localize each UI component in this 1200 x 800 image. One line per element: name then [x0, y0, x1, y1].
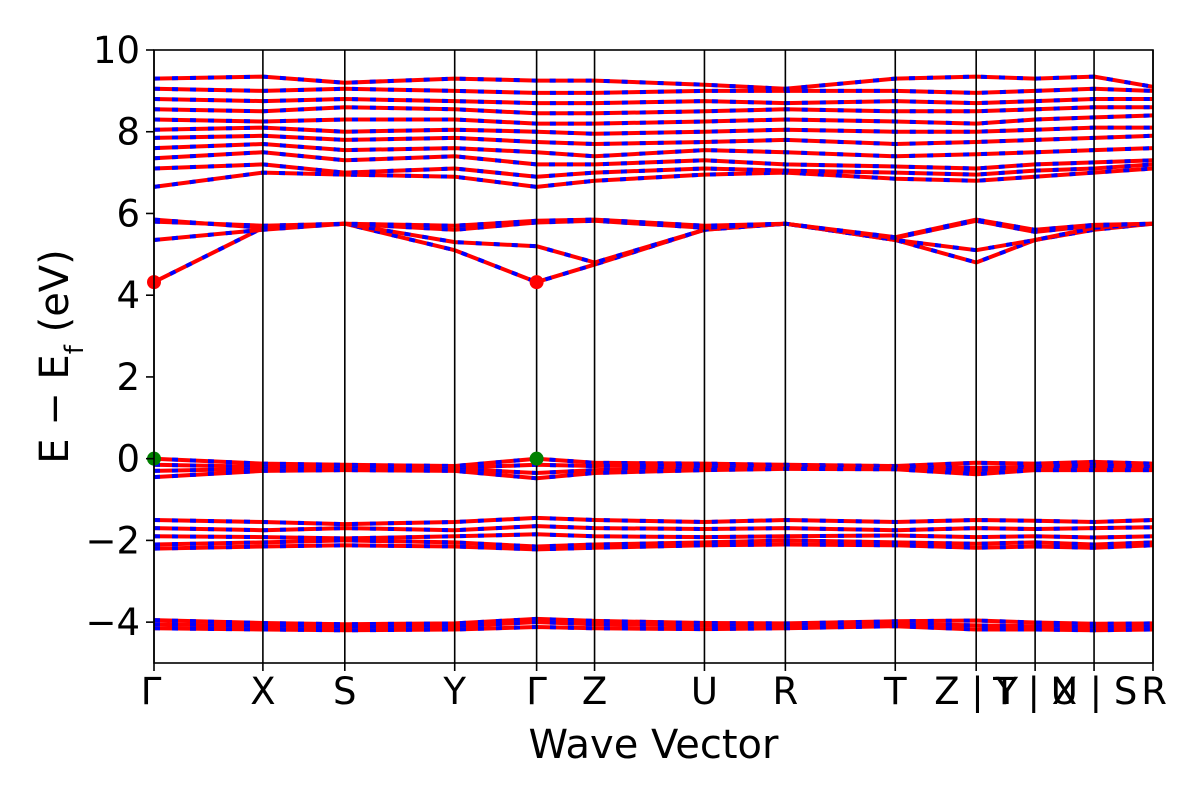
band-line-spin-down-13: [153, 221, 1154, 265]
y-tick-label-6: 8: [116, 111, 140, 154]
y-tick-label-7: 10: [93, 29, 140, 72]
x-tick-label-4: Γ: [526, 670, 547, 713]
y-axis-label-main: E − E: [32, 354, 78, 464]
bands-layer: [153, 74, 1154, 633]
y-tick-label-4: 4: [116, 274, 140, 317]
x-tick-label-12: R: [1141, 670, 1167, 713]
y-tick-label-5: 6: [116, 192, 140, 235]
x-tick-label-6: U: [691, 670, 718, 713]
y-tick-label-1: −2: [85, 519, 140, 562]
x-tick-label-2: S: [333, 670, 357, 713]
cbm-marker-1: [529, 275, 544, 290]
x-tick-label-7: R: [773, 670, 799, 713]
x-tick-label-11: U | S: [1051, 670, 1138, 713]
x-tick-label-9: Z | Y: [934, 670, 1018, 713]
x-axis-label: Wave Vector: [529, 722, 780, 768]
x-tick-label-10: T | X: [992, 670, 1077, 713]
band-line-spin-down-12: [153, 221, 1154, 285]
markers-layer: [147, 275, 544, 466]
y-axis-ticks: −4 −2 0 2 4 6 8 10: [85, 29, 154, 644]
y-tick-label-2: 0: [116, 438, 140, 481]
vbm-marker-1: [529, 451, 544, 466]
x-tick-label-0: Γ: [141, 670, 162, 713]
x-tick-label-8: T: [883, 670, 907, 713]
y-tick-label-0: −4: [85, 601, 140, 644]
y-axis-label: E − Ef (eV): [32, 249, 90, 464]
y-axis-label-subscript: f: [60, 344, 90, 354]
x-tick-label-5: Z: [582, 670, 607, 713]
y-tick-label-3: 2: [116, 356, 140, 399]
x-tick-label-1: X: [250, 670, 275, 713]
y-axis-label-unit: (eV): [32, 249, 78, 345]
x-tick-label-3: Y: [442, 670, 466, 713]
plot-frame: [153, 49, 1154, 664]
